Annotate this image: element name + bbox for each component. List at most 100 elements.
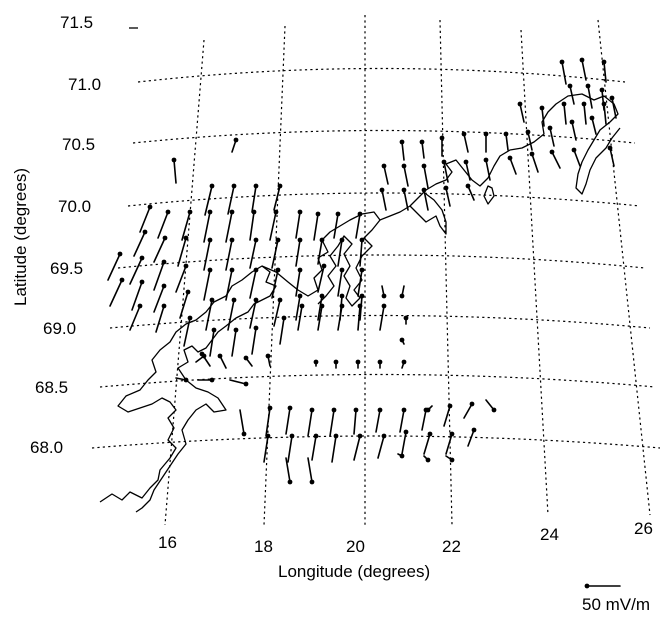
station-dot-14 [251,209,257,215]
field-vector-42 [337,269,343,297]
station-dot-17 [315,211,321,217]
latitude-gridlines [91,67,661,449]
meridian-16 [164,39,205,526]
vector-scale-legend: 50 mV/m [582,583,650,614]
station-dot-131 [421,187,427,193]
coastline [99,93,621,513]
field-vector-10 [153,237,166,263]
station-dot-49 [253,297,259,303]
field-vector-117 [571,121,577,141]
field-vector-13 [225,211,233,243]
field-vector-20 [107,253,121,281]
x-axis-title: Longitude (degrees) [278,562,430,581]
station-dot-57 [253,325,259,331]
field-vector-121 [423,165,429,189]
station-dot-6 [231,183,237,189]
field-vector-33 [131,281,143,311]
field-vector-140 [611,97,617,119]
field-vector-128 [573,149,581,167]
lon-tick-18: 18 [254,537,273,556]
field-vector-120 [403,165,409,187]
station-dot-18 [335,211,341,217]
coastline-inlet [409,193,447,235]
y-axis-title: Latitude (degrees) [11,168,30,306]
field-vector-30 [337,239,343,267]
lat-tick-71-0: 71.0 [68,75,101,94]
station-dot-32 [119,277,125,283]
station-dot-51 [297,293,303,299]
station-dot-146 [607,145,613,151]
field-vector-50 [273,299,281,327]
station-dot-128 [571,147,577,153]
station-dot-70 [355,359,361,365]
station-dot-104 [309,479,315,485]
field-vector-18 [333,213,339,239]
station-dot-41 [321,263,327,269]
station-dot-127 [549,149,555,155]
station-dot-31 [359,237,365,243]
field-vector-43 [357,269,363,297]
field-vector-11 [177,237,187,267]
station-dot-90 [469,401,475,407]
latitude-tick-labels: 71.5 71.0 70.5 70.0 69.5 69.0 68.5 68.0 [30,13,138,457]
field-vector-29 [317,239,323,265]
station-dot-102 [471,427,477,433]
station-dot-91 [491,407,497,413]
station-dot-47 [209,297,215,303]
station-dot-106 [399,453,405,459]
station-dot-30 [339,237,345,243]
station-dot-9 [142,229,148,235]
meridian-22 [439,19,453,526]
field-vector-102 [467,429,475,447]
station-dot-39 [275,267,281,273]
station-dot-105 [425,407,431,413]
station-dot-2 [147,204,153,210]
field-vector-44 [129,305,141,331]
station-dot-132 [443,185,449,191]
field-vector-12 [203,211,211,243]
field-vector-46 [183,317,191,347]
lon-tick-24: 24 [540,525,559,544]
lat-tick-69-0: 69.0 [43,319,76,338]
station-dot-110 [419,139,425,145]
station-dot-7 [253,183,259,189]
field-vector-51 [295,295,301,321]
field-vector-84 [329,409,335,437]
field-vector-28 [295,239,301,267]
field-vector-17 [313,213,319,241]
station-dot-139 [599,87,605,93]
lon-tick-20: 20 [346,537,365,556]
longitude-tick-labels: 16 18 20 22 24 26 [158,519,653,556]
station-dot-138 [585,83,591,89]
field-vector-23 [175,265,187,293]
station-dot-79 [399,293,405,299]
station-dot-75 [243,381,249,387]
station-dot-69 [333,359,339,365]
field-vector-35 [179,291,189,319]
station-dot-98 [381,433,387,439]
field-vector-143 [563,103,567,125]
station-dot-130 [401,187,407,193]
field-vector-27 [271,239,279,269]
field-vector-137 [569,85,575,105]
station-dot-73 [183,377,189,383]
station-dot-77 [399,337,405,343]
field-vector-55 [209,329,215,357]
station-dot-58 [281,315,287,321]
field-vector-6 [227,185,235,215]
station-dot-120 [401,163,407,169]
field-vector-110 [421,141,425,159]
field-vector-100 [423,433,431,455]
field-vector-21 [129,257,143,285]
station-dot-115 [525,129,531,135]
scale-label: 50 mV/m [582,595,650,614]
station-dot-119 [381,163,387,169]
parallel-71-0 [137,67,626,83]
station-dot-83 [309,407,315,413]
station-dot-103 [287,479,293,485]
station-dot-4 [187,209,193,215]
station-dot-1 [233,137,239,143]
coastline-fjords-mid [261,211,381,307]
field-vector-63 [379,305,385,331]
station-dot-3 [165,209,171,215]
